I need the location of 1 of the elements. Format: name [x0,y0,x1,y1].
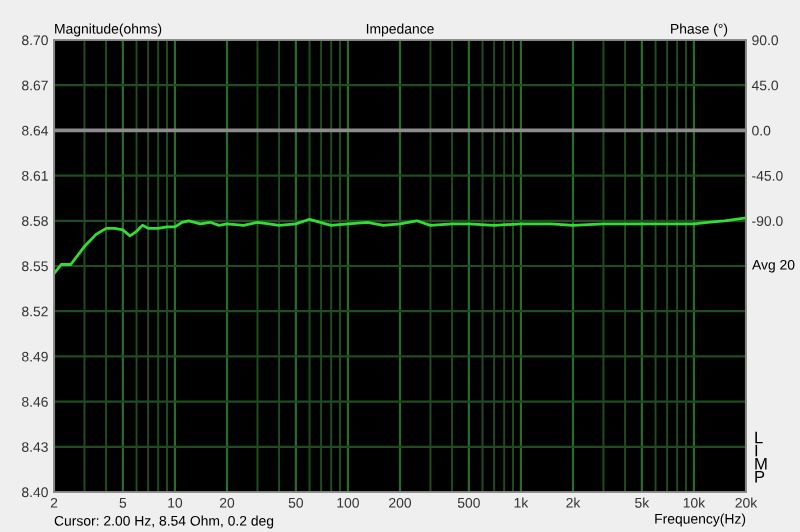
text: L I M P [755,431,767,483]
